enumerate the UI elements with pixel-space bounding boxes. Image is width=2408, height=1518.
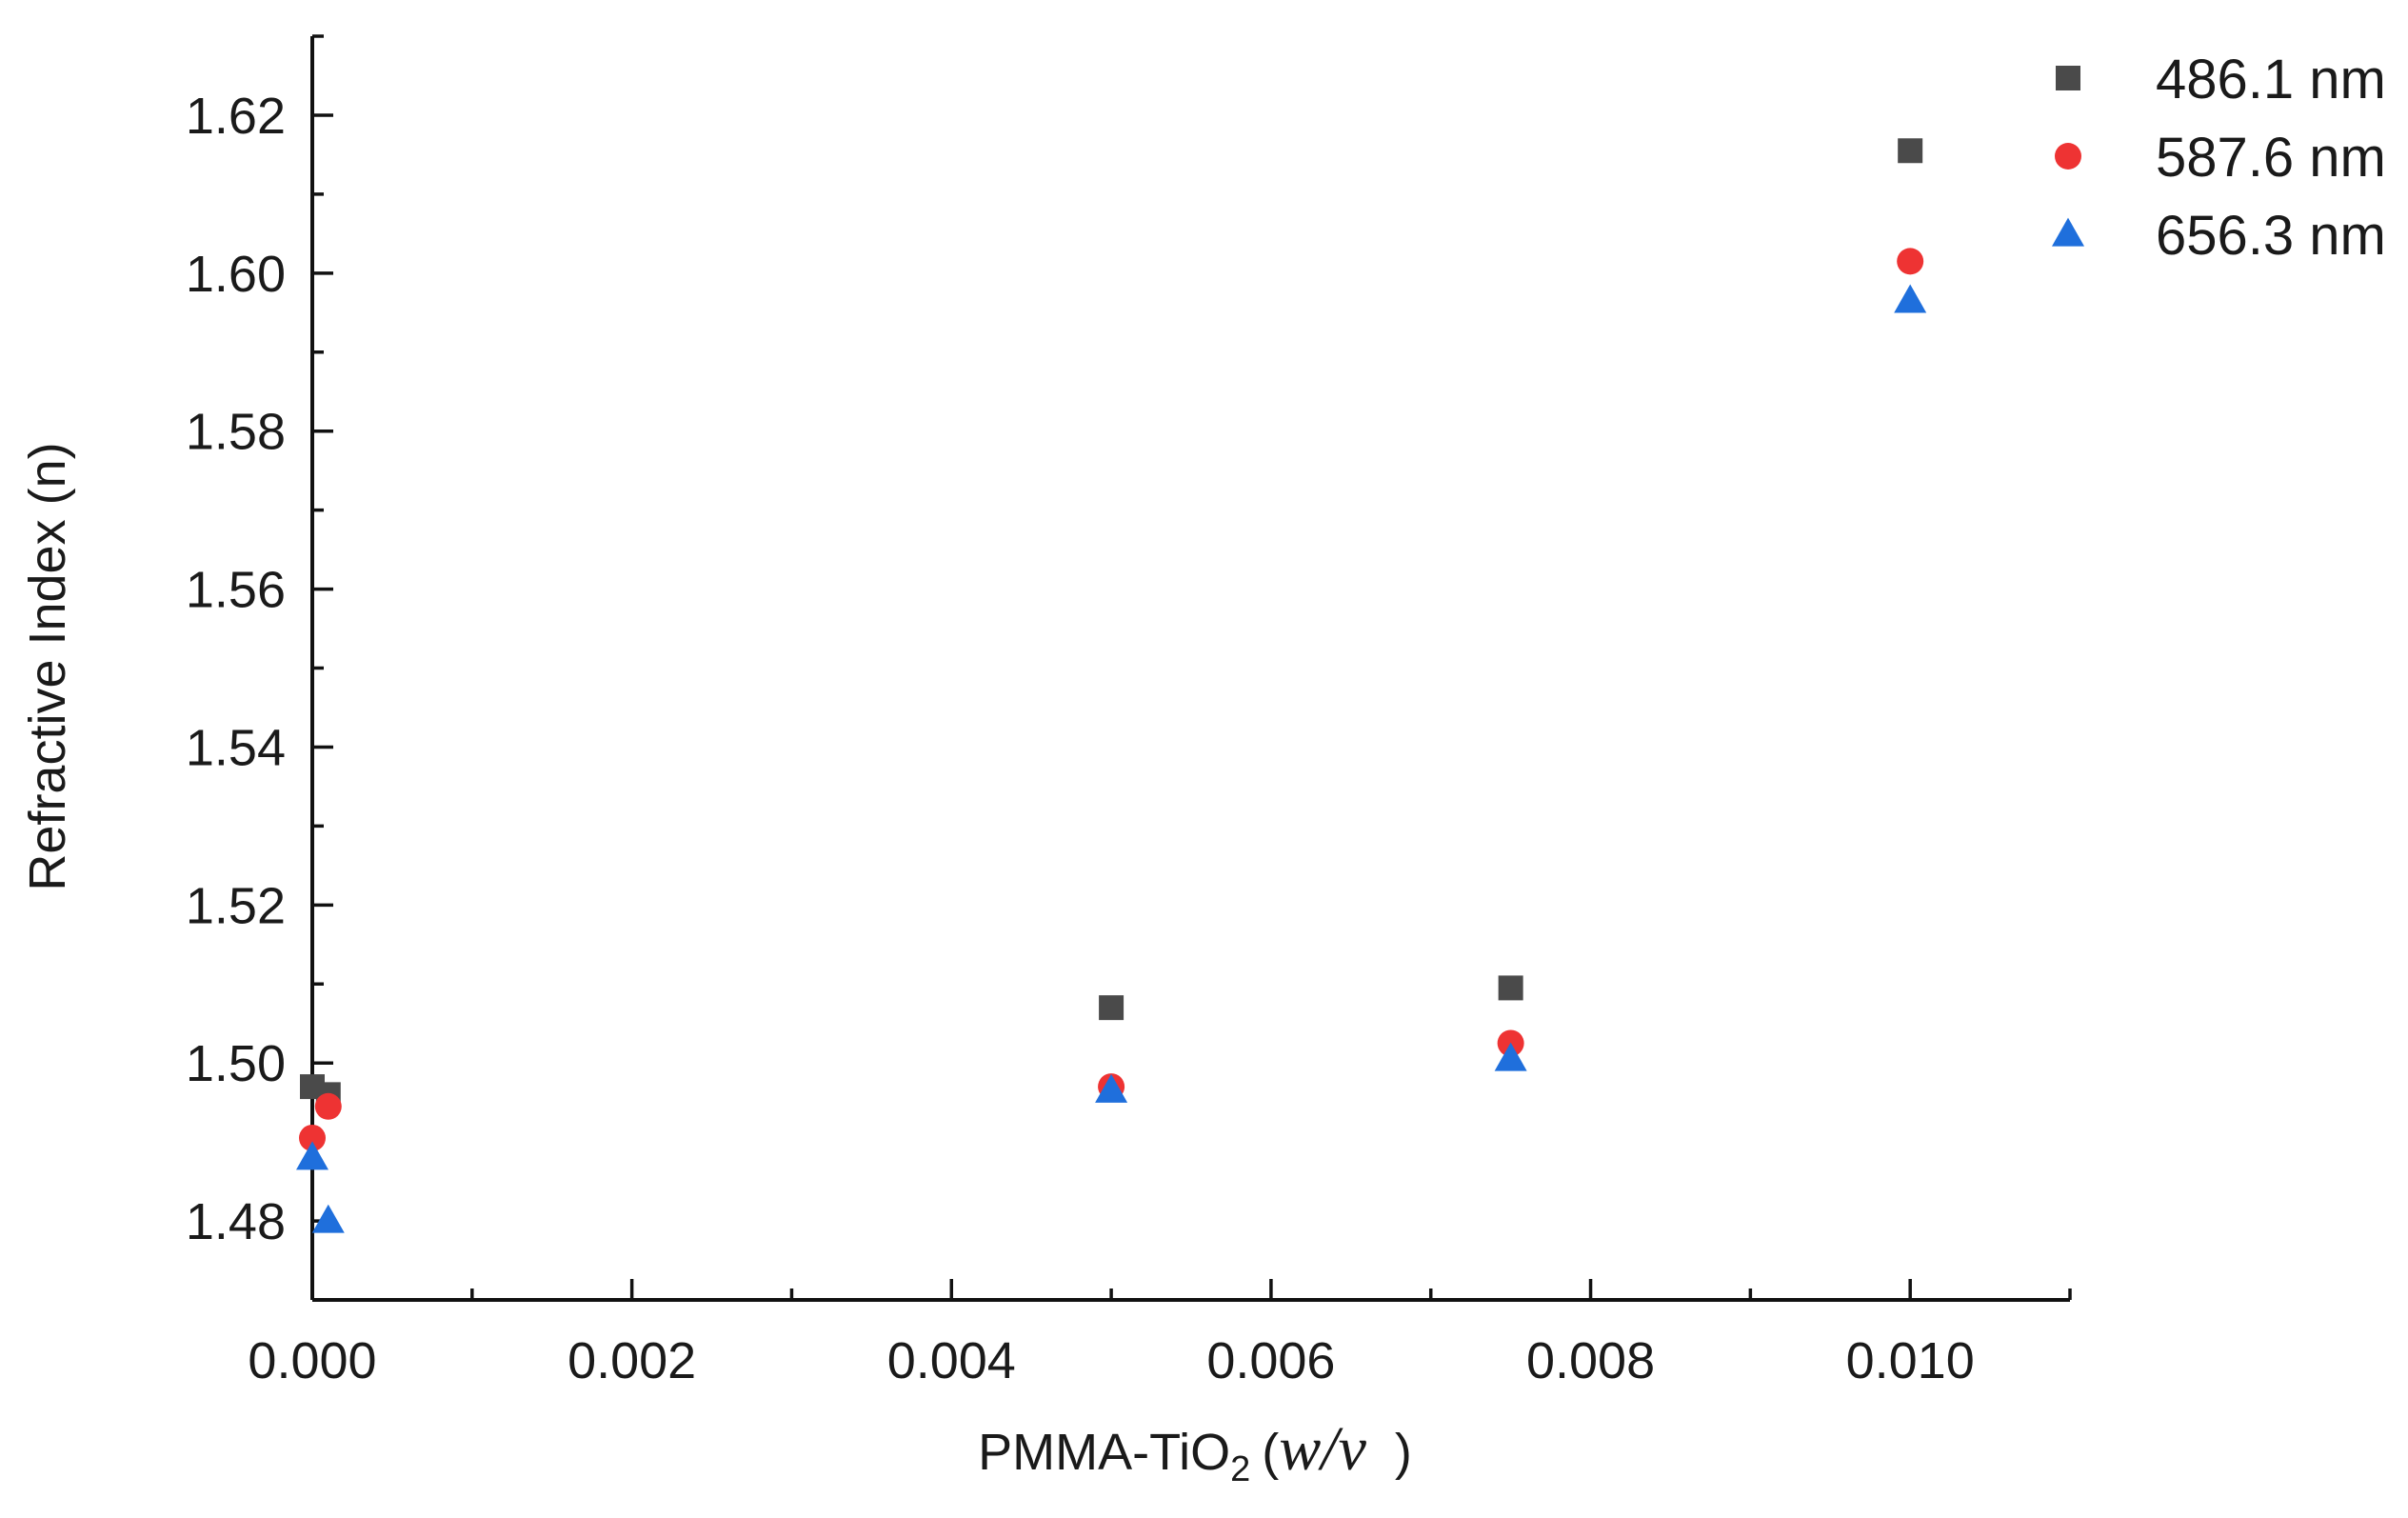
y-axis-title: Refractive Index (n) [19,442,76,890]
data-point [299,1124,326,1151]
series-2 [299,248,1924,1151]
y-tick-label: 1.62 [186,88,286,145]
legend-marker [2056,66,2080,90]
y-tick-label: 1.52 [186,877,286,934]
legend-marker [2055,143,2081,170]
legend-label: 656.3 nm [2156,205,2386,267]
y-tick-label: 1.54 [186,719,286,776]
x-axis-title: PMMA-TiO2 (w/v) [978,1414,1412,1489]
data-point [1099,995,1124,1021]
y-tick-label: 1.60 [186,246,286,303]
x-axis-title-paren-close: ) [1395,1424,1412,1481]
legend-entry: 486.1 nm [2056,49,2386,110]
legend-label: 587.6 nm [2156,127,2386,189]
series-1 [300,138,1923,1108]
data-point [1898,138,1923,164]
data-point [296,1141,328,1170]
legend-entry: 587.6 nm [2055,127,2386,189]
data-point [1494,1042,1527,1071]
x-tick-label: 0.000 [248,1332,376,1389]
y-tick-label: 1.50 [186,1035,286,1092]
legend-label: 486.1 nm [2156,49,2386,110]
legend-marker [2052,217,2084,247]
x-axis-title-subscript: 2 [1230,1449,1250,1489]
x-tick-label: 0.008 [1526,1332,1655,1389]
series-3 [296,284,1927,1233]
data-point [314,1092,342,1120]
x-tick-label: 0.004 [887,1332,1016,1389]
x-tick-label: 0.006 [1206,1332,1335,1389]
legend: 486.1 nm 587.6 nm 656.3 nm [2052,49,2386,267]
y-tick-label: 1.48 [186,1193,286,1250]
x-tick-label: 0.002 [567,1332,696,1389]
y-tick-label: 1.56 [186,562,286,619]
x-axis-title-prefix: PMMA-TiO [978,1424,1230,1481]
x-axis-title-paren-open: ( [1262,1424,1279,1481]
data-point [1894,284,1927,313]
axis-ticks: 0.000 0.002 0.004 0.006 0.008 0.010 1.48 1.50 1.… [186,34,2072,1389]
axes [310,36,2070,1302]
data-points [296,138,1927,1233]
x-axis-title-italic: w/v [1279,1414,1366,1484]
data-point [1897,248,1924,275]
data-point [1498,975,1523,1001]
x-tick-label: 0.010 [1846,1332,1975,1389]
data-point [311,1204,345,1233]
legend-entry: 656.3 nm [2052,205,2386,267]
data-point [1095,1073,1128,1103]
y-tick-label: 1.58 [186,404,286,461]
